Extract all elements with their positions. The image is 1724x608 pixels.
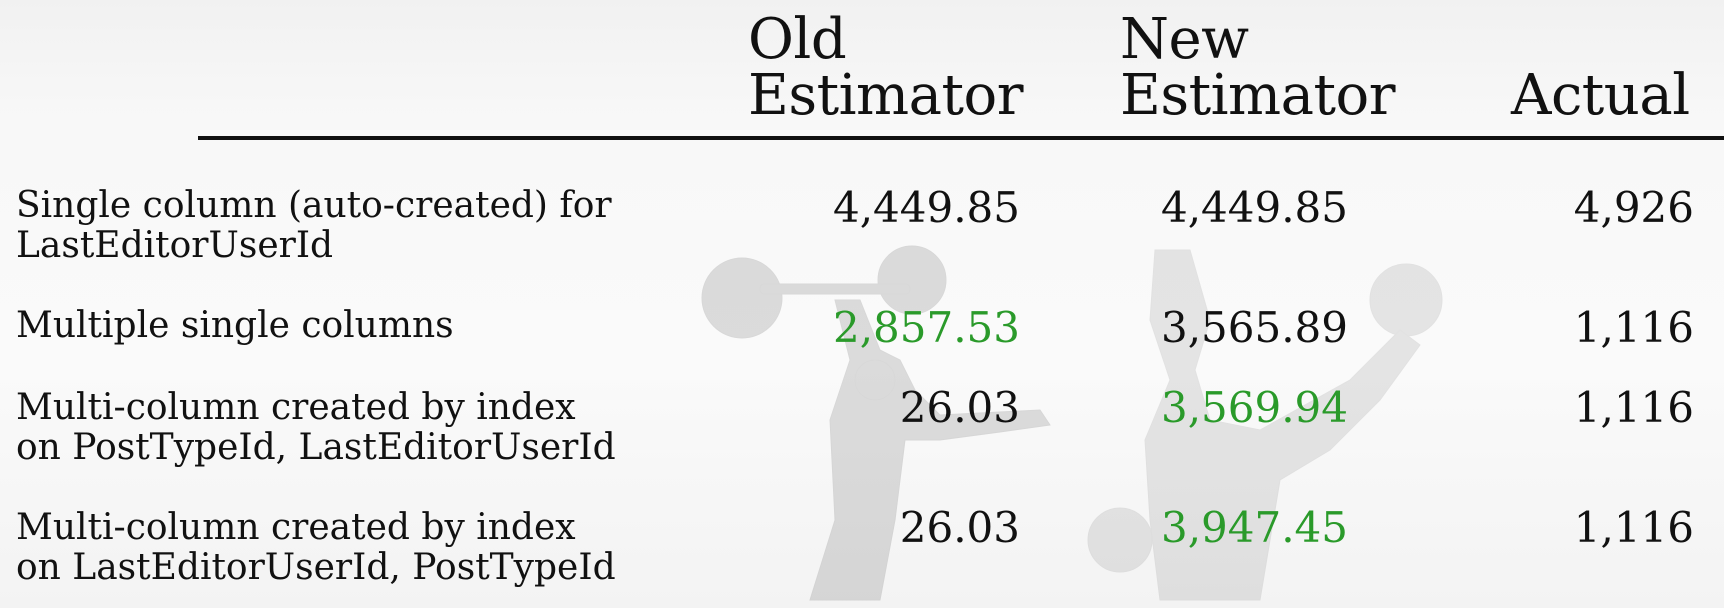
cell-old: 26.03 bbox=[899, 383, 1020, 432]
row-label: Multi-column created by index on LastEdi… bbox=[16, 507, 616, 588]
cell-actual: 1,116 bbox=[1573, 303, 1694, 352]
header-divider bbox=[198, 136, 1724, 140]
header-old-estimator: Old Estimator bbox=[748, 7, 1024, 128]
row-label: Single column (auto-created) for LastEdi… bbox=[16, 185, 612, 266]
cell-old: 2,857.53 bbox=[832, 303, 1020, 352]
cell-actual: 4,926 bbox=[1573, 183, 1694, 232]
cell-old: 26.03 bbox=[899, 503, 1020, 552]
cell-new: 3,569.94 bbox=[1160, 383, 1348, 432]
row-label: Multiple single columns bbox=[16, 305, 454, 346]
cell-actual: 1,116 bbox=[1573, 503, 1694, 552]
cell-new: 3,947.45 bbox=[1160, 503, 1348, 552]
cell-new: 4,449.85 bbox=[1160, 183, 1348, 232]
row-label: Multi-column created by index on PostTyp… bbox=[16, 387, 616, 468]
cell-actual: 1,116 bbox=[1573, 383, 1694, 432]
header-actual: Actual bbox=[1511, 63, 1690, 128]
header-new-estimator: New Estimator bbox=[1120, 7, 1396, 128]
cell-new: 3,565.89 bbox=[1160, 303, 1348, 352]
cell-old: 4,449.85 bbox=[832, 183, 1020, 232]
